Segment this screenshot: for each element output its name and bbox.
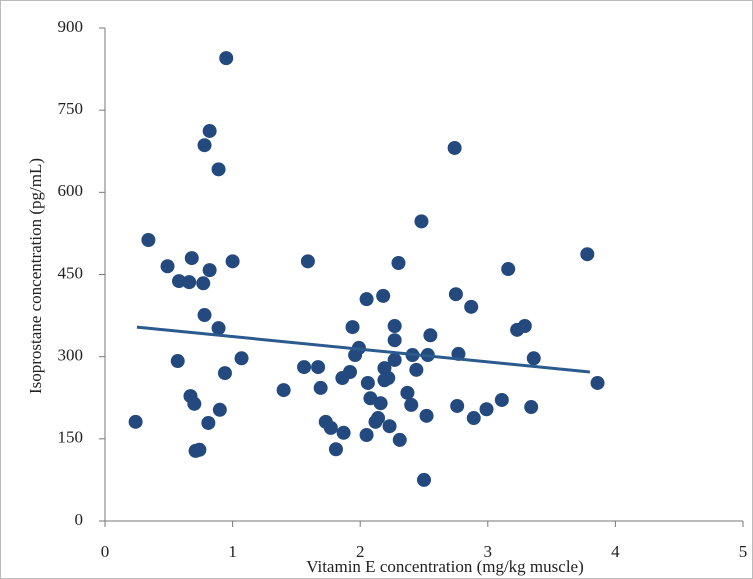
point — [580, 247, 595, 262]
point — [234, 351, 249, 366]
y-tick-label: 600 — [58, 181, 84, 200]
point — [182, 275, 197, 290]
point — [423, 328, 438, 343]
point — [524, 400, 539, 415]
point — [196, 276, 211, 291]
point — [336, 425, 351, 440]
point — [391, 255, 406, 270]
point — [192, 442, 207, 457]
y-tick-label: 900 — [58, 17, 84, 36]
point — [381, 371, 396, 386]
point — [590, 375, 605, 390]
point — [450, 398, 465, 413]
y-tick-label: 0 — [75, 510, 84, 529]
point — [360, 375, 375, 390]
point — [328, 442, 343, 457]
point — [526, 351, 541, 366]
y-tick-label: 300 — [58, 346, 84, 365]
x-axis-title: Vitamin E concentration (mg/kg muscle) — [306, 557, 584, 576]
x-tick-label: 4 — [611, 542, 620, 561]
x-tick-label: 5 — [739, 542, 748, 561]
point — [382, 419, 397, 434]
point — [517, 318, 532, 333]
point — [160, 259, 175, 274]
point — [170, 354, 185, 369]
y-axis-title: Isoprostane concentration (pg/mL) — [26, 158, 45, 394]
point — [501, 262, 516, 277]
point — [197, 138, 212, 153]
point — [376, 288, 391, 303]
point — [197, 308, 212, 323]
point — [419, 408, 434, 423]
point — [342, 365, 357, 380]
point — [202, 123, 217, 138]
point — [371, 411, 386, 426]
point — [447, 140, 462, 155]
point — [448, 287, 463, 302]
point — [392, 432, 407, 447]
point — [225, 254, 240, 269]
point — [172, 274, 187, 289]
x-tick-label: 1 — [228, 542, 237, 561]
point — [211, 162, 226, 177]
x-tick-label: 3 — [484, 542, 493, 561]
y-tick-label: 150 — [58, 428, 84, 447]
point — [217, 366, 232, 381]
point — [417, 472, 431, 487]
point — [345, 320, 360, 335]
point — [187, 396, 202, 411]
point — [211, 321, 226, 336]
point — [128, 414, 143, 429]
point — [212, 402, 227, 417]
point — [387, 352, 402, 367]
point — [479, 402, 494, 417]
point — [184, 251, 199, 266]
point — [373, 396, 388, 411]
point — [276, 383, 291, 398]
point — [311, 360, 326, 375]
point — [141, 232, 156, 247]
point — [387, 333, 402, 348]
point — [201, 415, 216, 430]
point — [313, 380, 328, 395]
x-tick-label: 2 — [356, 542, 365, 561]
point — [300, 254, 315, 269]
point — [494, 392, 509, 407]
point — [359, 292, 374, 307]
point — [400, 385, 415, 400]
point — [202, 263, 217, 278]
point — [359, 427, 374, 442]
point — [387, 318, 402, 333]
x-tick-label: 0 — [101, 542, 110, 561]
y-tick-label: 750 — [58, 99, 84, 118]
point — [219, 51, 234, 66]
point — [414, 214, 429, 229]
point — [323, 420, 338, 435]
point — [409, 362, 424, 377]
point — [464, 299, 479, 314]
point — [297, 360, 312, 375]
y-tick-label: 450 — [58, 263, 84, 282]
point — [404, 397, 419, 412]
point — [466, 411, 481, 426]
trendline — [136, 325, 591, 374]
